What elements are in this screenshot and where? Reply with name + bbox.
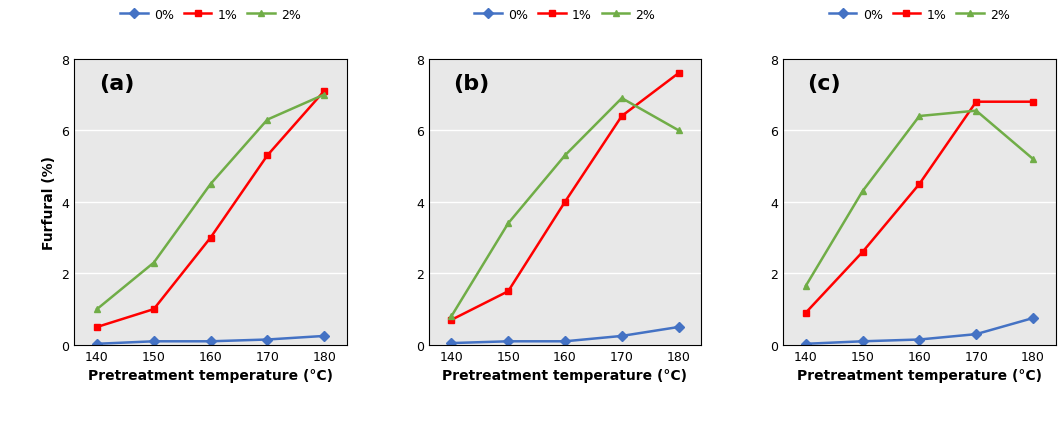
Y-axis label: Furfural (%): Furfural (%) — [41, 155, 56, 249]
X-axis label: Pretreatment temperature (°C): Pretreatment temperature (°C) — [442, 368, 688, 383]
Text: (b): (b) — [453, 74, 489, 94]
Text: (a): (a) — [99, 74, 134, 94]
Legend: 0%, 1%, 2%: 0%, 1%, 2% — [474, 9, 656, 22]
Legend: 0%, 1%, 2%: 0%, 1%, 2% — [120, 9, 301, 22]
X-axis label: Pretreatment temperature (°C): Pretreatment temperature (°C) — [797, 368, 1042, 383]
Text: (c): (c) — [807, 74, 841, 94]
X-axis label: Pretreatment temperature (°C): Pretreatment temperature (°C) — [88, 368, 333, 383]
Legend: 0%, 1%, 2%: 0%, 1%, 2% — [829, 9, 1010, 22]
